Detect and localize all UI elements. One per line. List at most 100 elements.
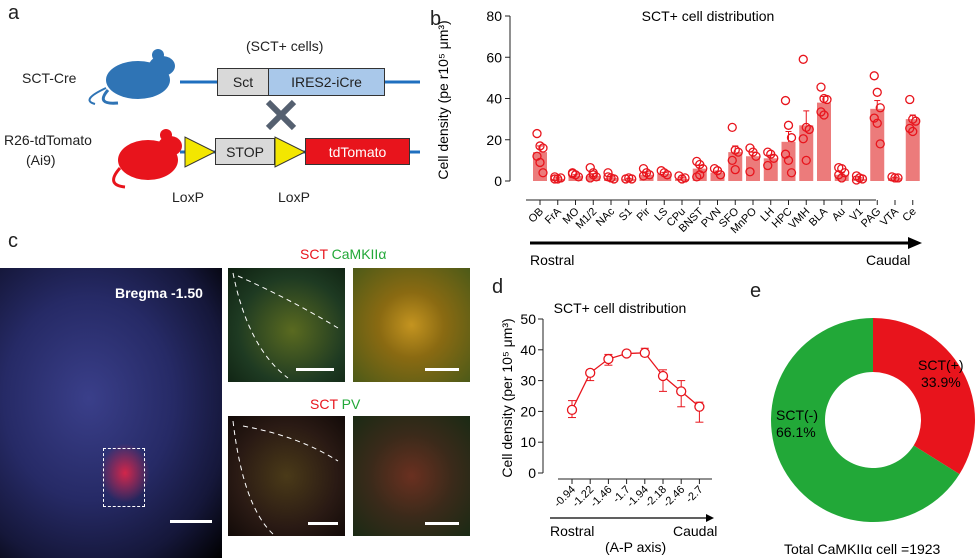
data-point (603, 353, 614, 365)
data-point (532, 128, 542, 139)
slice-label-positive: SCT(+) (918, 357, 964, 373)
data-point (733, 147, 743, 157)
bar-BLA (817, 102, 831, 181)
x-tick-label: -2.7 (684, 484, 706, 506)
data-point (834, 170, 844, 180)
chart-title: SCT+ cell distribution (642, 8, 775, 24)
bar-S1 (621, 178, 636, 181)
chart-title: SCT+ cell distribution (554, 300, 687, 316)
bar-V1 (852, 178, 867, 181)
ai9-label: (Ai9) (26, 152, 56, 168)
loxp-triangle-2 (274, 136, 307, 168)
data-point (763, 160, 773, 171)
y-tick-label: 50 (520, 311, 536, 327)
y-tick-label: 80 (486, 8, 502, 24)
loxp-label-2: LoxP (278, 189, 310, 205)
data-point (644, 170, 655, 180)
data-point (890, 173, 900, 183)
donut-chart-camkii: SCT(+)33.9% SCT(-)66.1% Total CaMKIIα cell… (771, 318, 975, 557)
data-point (857, 174, 868, 184)
data-point (816, 107, 826, 117)
bregma-label: Bregma -1.50 (115, 285, 203, 301)
pv-high-mag-image (353, 416, 470, 536)
data-point (627, 174, 637, 184)
y-tick-label: 20 (486, 132, 502, 148)
caudal-label: Caudal (866, 252, 910, 268)
bar-Ce (905, 119, 920, 181)
red-mouse-icon (112, 129, 182, 189)
y-axis-label: Cell density (pe r10⁵ μm³) (435, 20, 451, 179)
sct-cells-label: (SCT+ cells) (246, 38, 324, 54)
data-point (538, 168, 548, 178)
cross-icon (265, 99, 297, 131)
pv-label: PV (341, 396, 361, 412)
rostral-label: Rostral (550, 523, 594, 539)
x-tick-label: BLA (807, 205, 831, 229)
data-point (550, 174, 560, 184)
data-point (872, 87, 882, 97)
panel-label-b: b (430, 8, 442, 30)
sct-box: Sct (217, 68, 269, 96)
data-point (905, 123, 915, 134)
data-point (816, 82, 826, 92)
data-point (585, 367, 596, 379)
y-tick-label: 40 (520, 342, 536, 358)
panel-a-diagram (88, 49, 420, 189)
camkii-label: CaMKIIα (331, 246, 387, 262)
pv-low-mag-image (228, 416, 345, 536)
data-point (694, 401, 705, 412)
data-point (639, 347, 650, 359)
data-line (571, 352, 700, 411)
data-point (851, 175, 862, 185)
data-point (908, 126, 918, 137)
x-tick-label: FrA (543, 205, 564, 226)
data-point (780, 95, 791, 106)
data-point (798, 134, 808, 144)
brain-section-image: Bregma -1.50 (0, 268, 222, 558)
data-point (692, 156, 702, 167)
data-point (875, 139, 885, 149)
x-tick-label: Pir (635, 205, 653, 223)
data-point (745, 167, 755, 177)
data-point (783, 120, 794, 130)
bar-chart-sct-distribution: SCT+ cell distribution 0 20 40 60 80 Cell dens… (435, 8, 922, 268)
data-point (538, 143, 548, 153)
ires2-icre-box: IRES2-iCre (268, 68, 385, 96)
data-point (872, 118, 882, 128)
slice-percent-negative: 66.1% (776, 424, 816, 440)
blue-mouse-icon (88, 49, 175, 105)
data-point (566, 404, 578, 416)
data-point (905, 94, 915, 105)
data-point (621, 348, 632, 359)
y-tick-label: 0 (494, 173, 502, 189)
panel-label-c: c (8, 230, 18, 252)
data-point (727, 122, 737, 133)
data-point (662, 170, 672, 180)
data-point (638, 171, 649, 181)
data-point (680, 173, 690, 183)
arrow-head (706, 514, 714, 522)
row1-title: SCT CaMKIIα (300, 246, 386, 262)
bar-PAG (870, 108, 885, 181)
panel-label-a: a (8, 2, 20, 24)
data-point (875, 103, 885, 113)
slice-SCT(-) (771, 318, 960, 522)
loxp-label-1: LoxP (172, 189, 204, 205)
x-axis-label: (A-P axis) (605, 539, 666, 555)
data-point (801, 155, 811, 166)
data-point (893, 173, 903, 183)
y-tick-label: 0 (528, 465, 536, 481)
data-point (786, 168, 797, 178)
data-point (786, 133, 797, 143)
sct-label: SCT (300, 246, 328, 262)
red-signal-region (100, 443, 150, 503)
arrow-head (908, 237, 922, 249)
data-point (751, 151, 761, 161)
data-point (674, 171, 684, 181)
panel-label-e: e (750, 280, 762, 302)
x-tick-label: VTA (878, 205, 902, 229)
x-tick-label: Ce (900, 206, 918, 224)
slice-SCT(+) (873, 318, 975, 475)
data-point (609, 174, 619, 184)
